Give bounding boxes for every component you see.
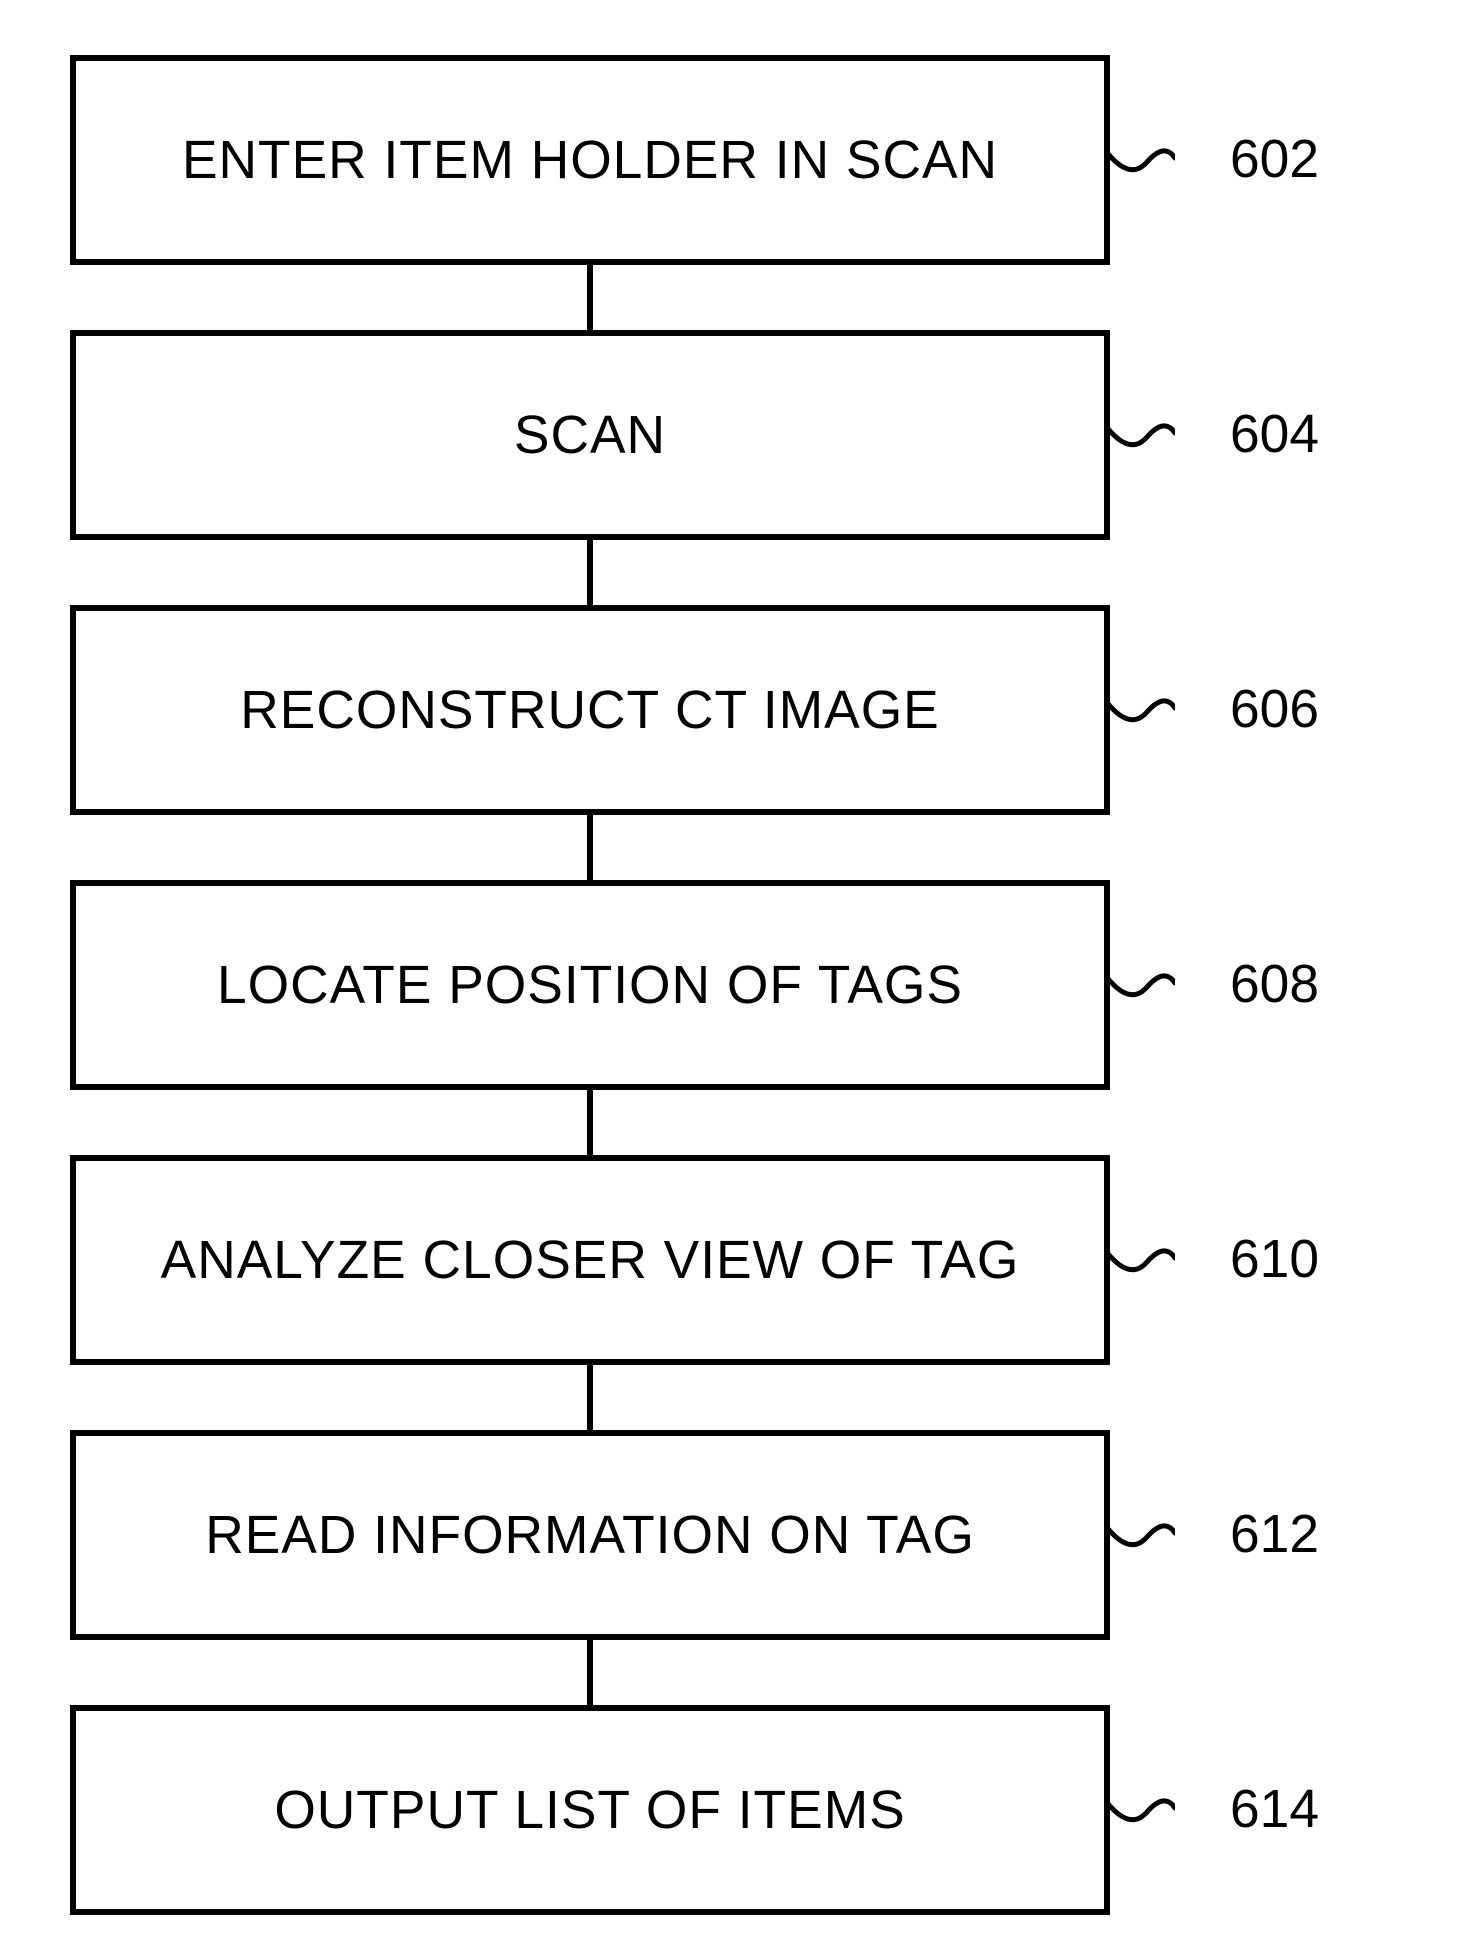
flow-node-ref: 606: [1230, 679, 1319, 740]
flow-node-n612: READ INFORMATION ON TAG: [70, 1430, 1110, 1640]
flow-edge: [587, 1640, 593, 1705]
flow-node-n614: OUTPUT LIST OF ITEMS: [70, 1705, 1110, 1915]
flow-node-label: LOCATE POSITION OF TAGS: [217, 955, 963, 1016]
flow-node-label: SCAN: [514, 405, 666, 466]
ref-tick-icon: [1105, 965, 1175, 1005]
flow-edge: [587, 540, 593, 605]
flow-node-label: RECONSTRUCT CT IMAGE: [240, 680, 940, 741]
flow-node-ref: 610: [1230, 1229, 1319, 1290]
flow-node-n608: LOCATE POSITION OF TAGS: [70, 880, 1110, 1090]
ref-tick-icon: [1105, 1515, 1175, 1555]
ref-tick-icon: [1105, 690, 1175, 730]
flow-node-ref: 612: [1230, 1504, 1319, 1565]
ref-tick-icon: [1105, 140, 1175, 180]
flow-node-ref: 608: [1230, 954, 1319, 1015]
flow-edge: [587, 815, 593, 880]
flow-node-label: ENTER ITEM HOLDER IN SCAN: [182, 130, 998, 191]
flow-node-n604: SCAN: [70, 330, 1110, 540]
flow-node-n602: ENTER ITEM HOLDER IN SCAN: [70, 55, 1110, 265]
flow-node-ref: 602: [1230, 129, 1319, 190]
ref-tick-icon: [1105, 1240, 1175, 1280]
flow-node-label: OUTPUT LIST OF ITEMS: [274, 1780, 905, 1841]
flow-node-ref: 614: [1230, 1779, 1319, 1840]
flow-edge: [587, 1365, 593, 1430]
flow-node-label: READ INFORMATION ON TAG: [205, 1505, 975, 1566]
flowchart-canvas: ENTER ITEM HOLDER IN SCAN 602 SCAN 604 RECON…: [0, 0, 1469, 1933]
flow-edge: [587, 1090, 593, 1155]
ref-tick-icon: [1105, 1790, 1175, 1830]
flow-edge: [587, 265, 593, 330]
flow-node-n606: RECONSTRUCT CT IMAGE: [70, 605, 1110, 815]
flow-node-n610: ANALYZE CLOSER VIEW OF TAG: [70, 1155, 1110, 1365]
flow-node-ref: 604: [1230, 404, 1319, 465]
ref-tick-icon: [1105, 415, 1175, 455]
flow-node-label: ANALYZE CLOSER VIEW OF TAG: [161, 1230, 1020, 1291]
